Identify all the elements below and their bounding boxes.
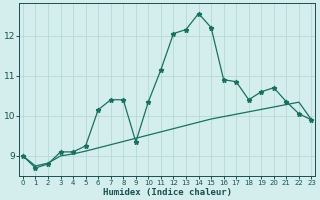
X-axis label: Humidex (Indice chaleur): Humidex (Indice chaleur) <box>103 188 232 197</box>
